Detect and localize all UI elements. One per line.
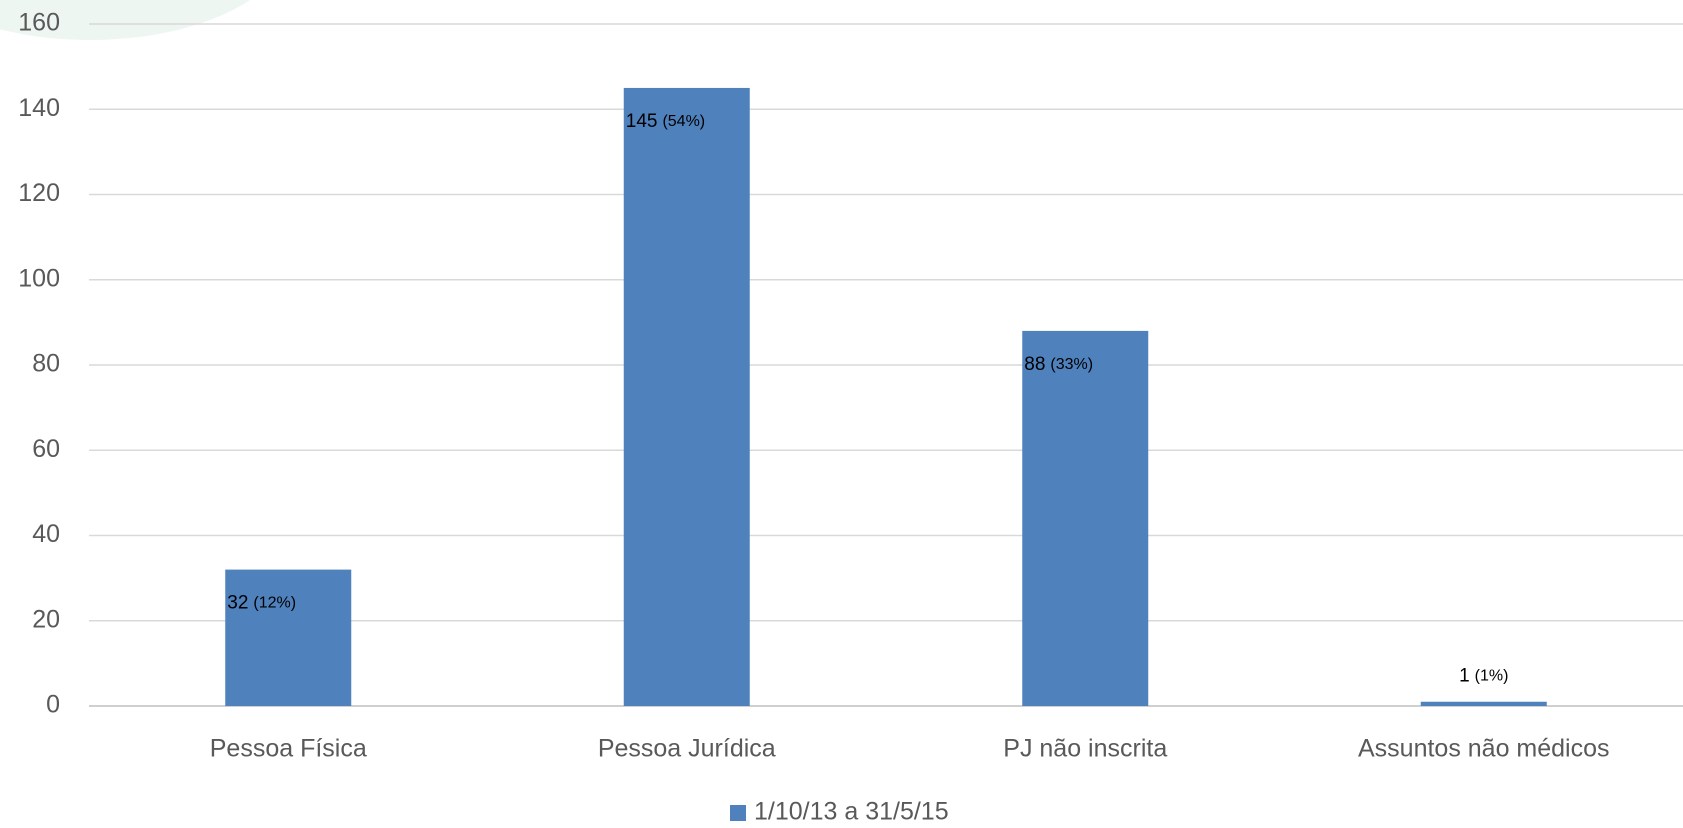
y-tick-label: 120: [18, 179, 60, 207]
x-tick-label: Pessoa Física: [210, 735, 367, 763]
data-label: 145 (54%): [626, 111, 705, 132]
bar: [1022, 330, 1149, 706]
data-label-share: (12%): [253, 595, 296, 612]
x-tick-label: Assuntos não médicos: [1358, 735, 1610, 763]
data-label-share: (1%): [1475, 668, 1509, 685]
bar: [225, 569, 352, 706]
y-tick-label: 0: [46, 691, 60, 719]
bar: [623, 87, 750, 706]
y-tick-label: 140: [18, 94, 60, 122]
data-label-share: (33%): [1050, 356, 1093, 373]
x-tick-label: Pessoa Jurídica: [598, 735, 776, 763]
data-label: 32 (12%): [227, 593, 296, 614]
data-label: 88 (33%): [1024, 354, 1093, 375]
bar: [1420, 701, 1547, 706]
y-tick-label: 100: [18, 264, 60, 292]
data-label-value: 145: [626, 111, 658, 132]
data-label-value: 32: [227, 593, 248, 614]
y-tick-label: 40: [32, 520, 60, 548]
y-tick-label: 160: [18, 9, 60, 37]
data-label-value: 88: [1024, 354, 1045, 375]
legend-label: 1/10/13 a 31/5/15: [754, 798, 949, 826]
decoration: [0, 0, 250, 40]
data-label: 1 (1%): [1459, 666, 1508, 687]
x-tick-label: PJ não inscrita: [1003, 735, 1167, 763]
data-label-value: 1: [1459, 666, 1470, 687]
y-tick-label: 60: [32, 435, 60, 463]
y-tick-label: 80: [32, 350, 60, 378]
legend-swatch: [730, 805, 746, 821]
data-label-share: (54%): [662, 113, 705, 130]
y-tick-label: 20: [32, 605, 60, 633]
